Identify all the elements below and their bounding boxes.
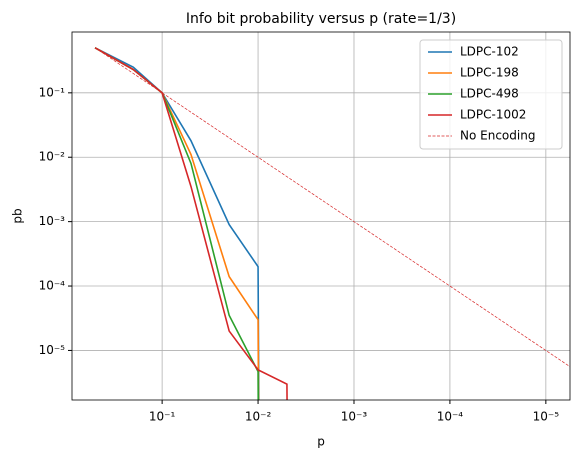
legend-label: No Encoding	[460, 129, 535, 143]
y-tick-label: 10⁻³	[39, 214, 66, 228]
x-tick-label: 10⁻³	[341, 410, 368, 424]
series-line	[94, 47, 260, 400]
x-tick-label: 10⁻²	[245, 410, 272, 424]
x-axis-label: p	[317, 435, 325, 449]
series-line	[94, 47, 570, 368]
y-axis-label: pb	[11, 208, 25, 223]
chart-title: Info bit probability versus p (rate=1/3)	[186, 11, 456, 27]
y-tick-label: 10⁻⁴	[39, 279, 66, 293]
y-tick-label: 10⁻⁵	[39, 343, 66, 357]
legend-label: LDPC-1002	[460, 108, 526, 122]
x-tick-label: 10⁻⁴	[437, 410, 464, 424]
series-line	[94, 47, 260, 400]
x-tick-label: 10⁻⁵	[533, 410, 560, 424]
legend-label: LDPC-498	[460, 87, 519, 101]
x-tick-label: 10⁻¹	[149, 410, 176, 424]
series-line	[94, 47, 288, 400]
legend-label: LDPC-198	[460, 66, 519, 80]
y-tick-label: 10⁻¹	[39, 85, 66, 99]
y-tick-label: 10⁻²	[39, 150, 66, 164]
legend-label: LDPC-102	[460, 45, 519, 59]
plot-frame	[71, 31, 571, 401]
series-line	[94, 47, 260, 400]
plot-lines	[94, 47, 570, 400]
legend-box	[419, 39, 563, 150]
